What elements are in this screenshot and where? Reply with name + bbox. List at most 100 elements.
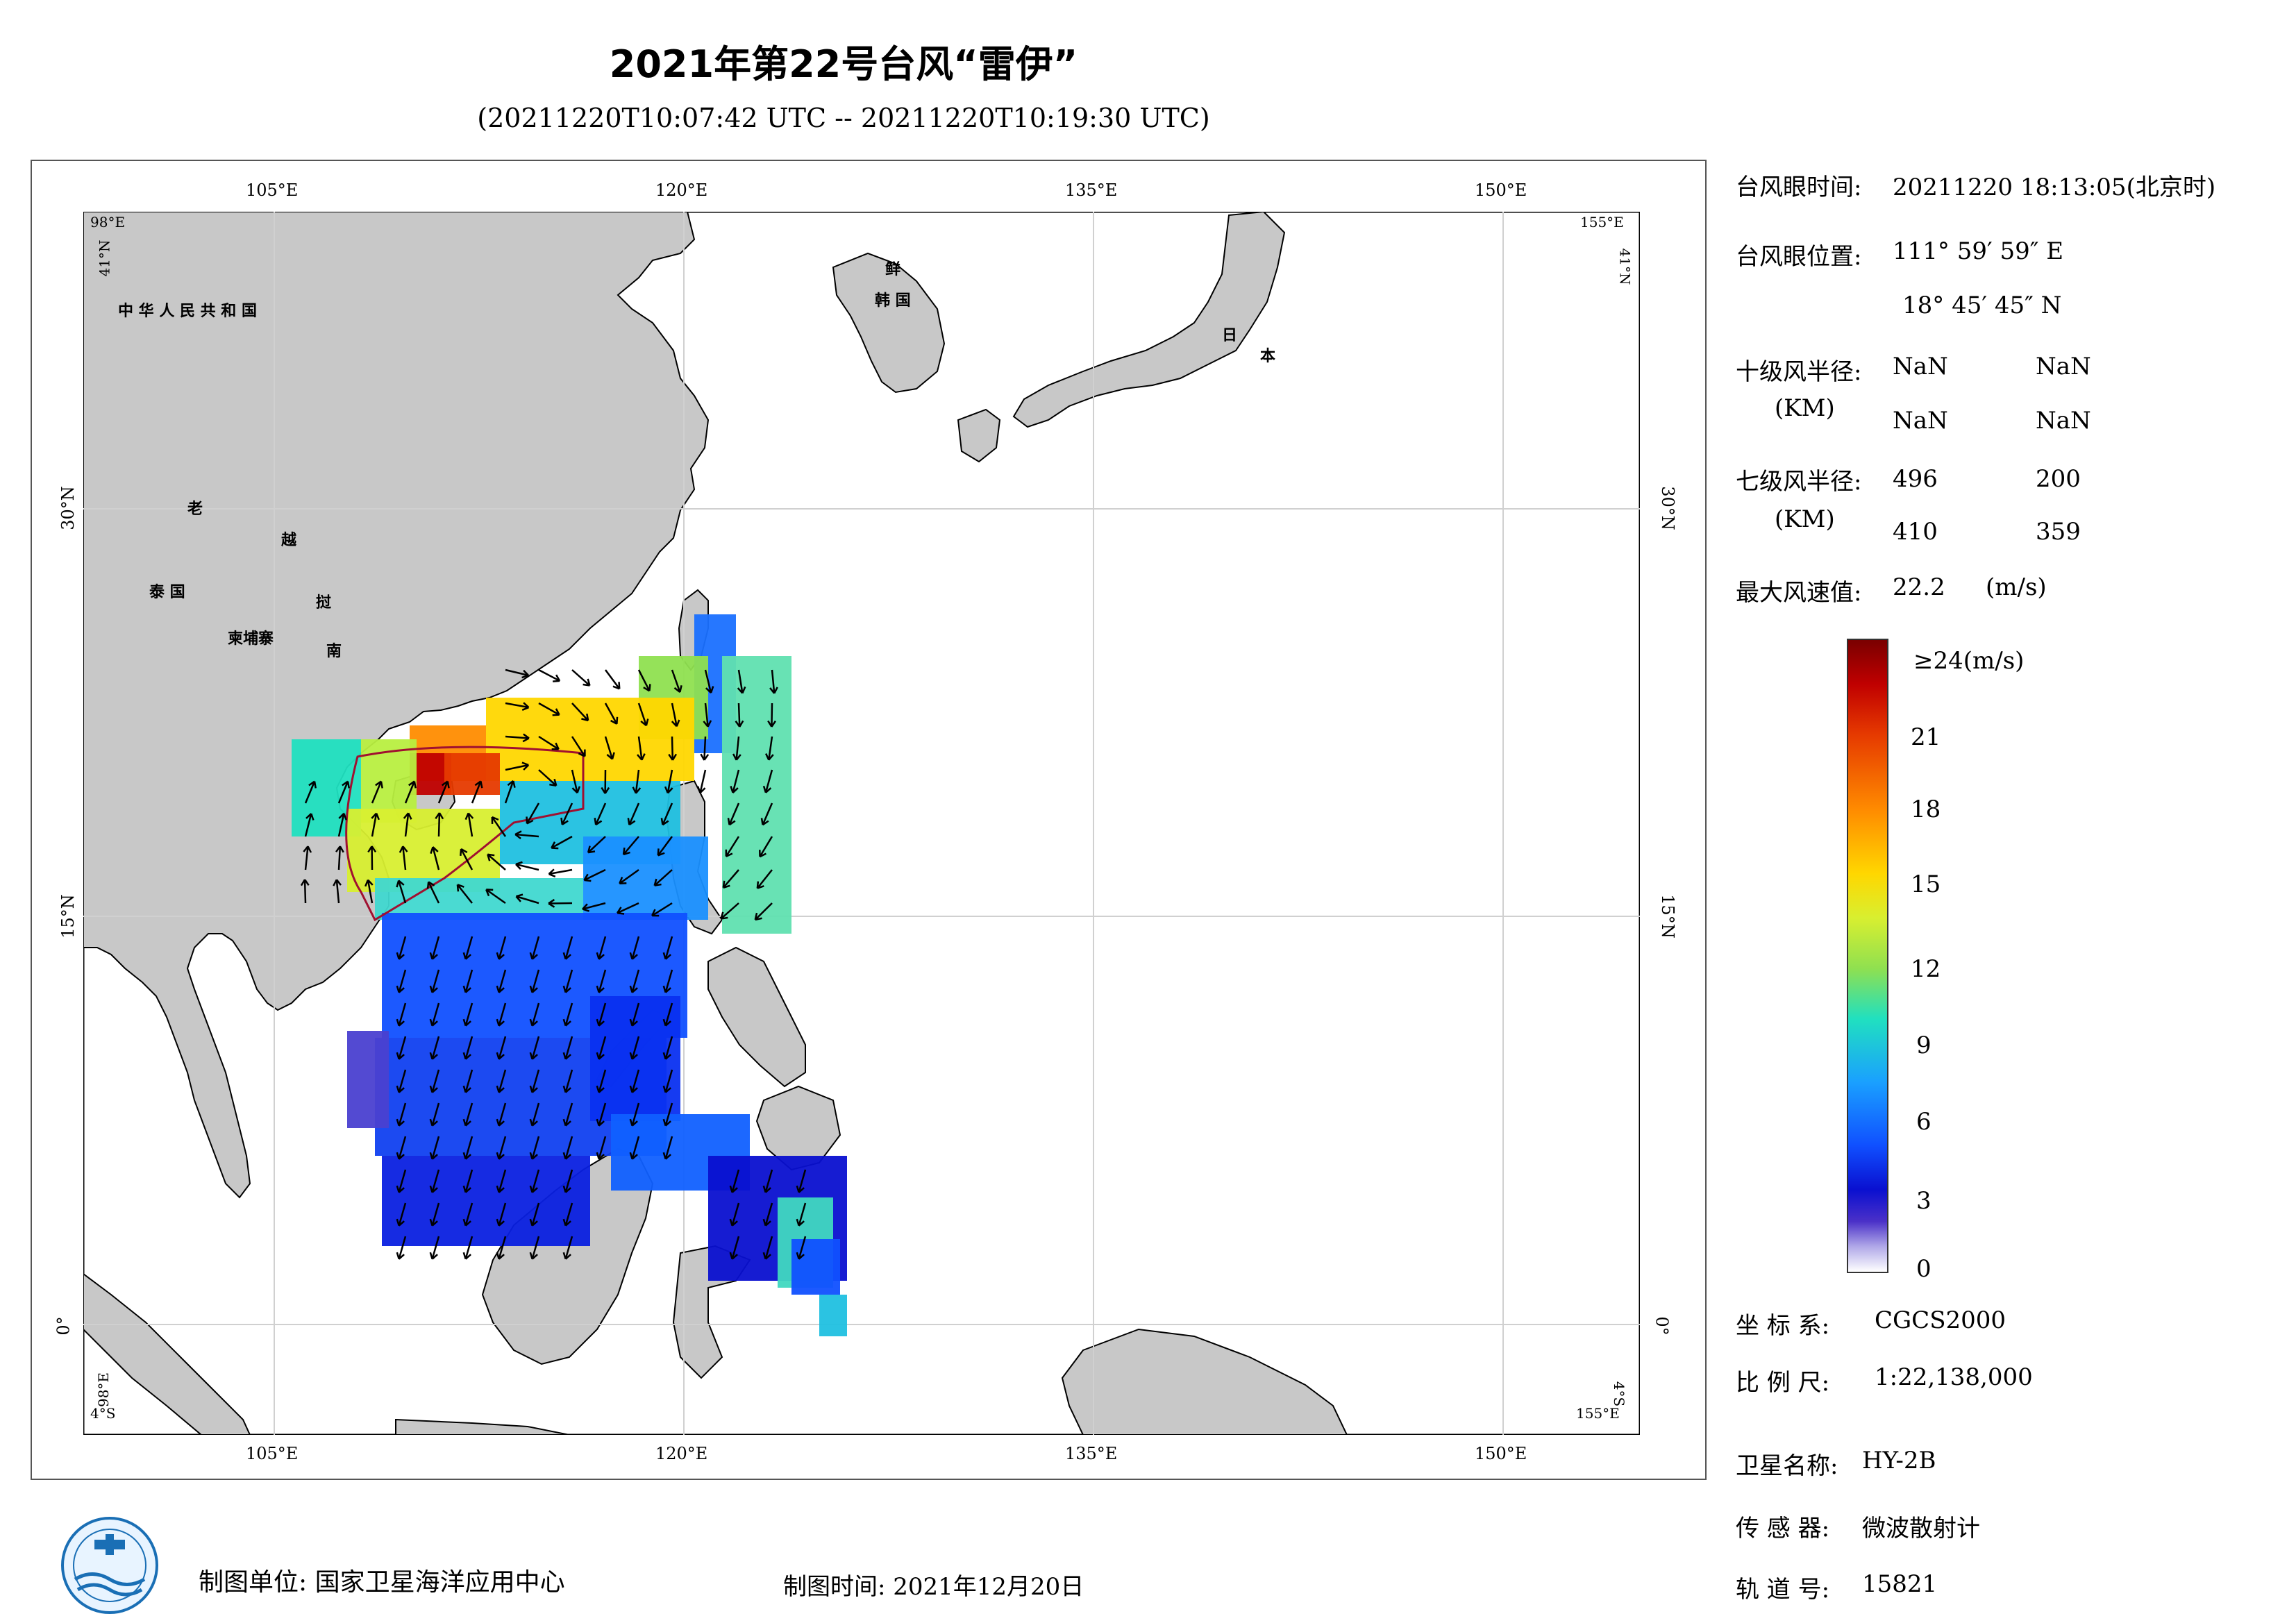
wind-arrow: [629, 1036, 640, 1060]
wind-arrow: [496, 936, 507, 960]
wind-arrow: [587, 836, 606, 854]
wind-arrow: [762, 1169, 773, 1193]
country-label: 挝: [316, 594, 332, 612]
wind-arrow: [529, 1002, 540, 1027]
wind-arrow: [571, 703, 589, 722]
wind-arrow: [758, 836, 773, 858]
corner-lon-label: 98°E: [90, 214, 126, 230]
wind-arrow: [729, 1202, 740, 1227]
wind-arrow: [429, 1036, 440, 1060]
wind-arrow: [571, 669, 591, 687]
eye-time-value: 20211220 18:13:05(北京时): [1893, 174, 2216, 201]
wind-arrow: [756, 869, 773, 889]
wind-arrow: [629, 1136, 640, 1160]
wind-arrow: [462, 1169, 474, 1193]
wind-arrow: [796, 1236, 807, 1260]
wind-arrow: [396, 1136, 407, 1160]
wind-arrow: [396, 1169, 407, 1193]
eye-pos-label: 台风眼位置:: [1736, 243, 1862, 271]
wind-arrow: [571, 736, 586, 757]
crs-value: CGCS2000: [1875, 1306, 2006, 1334]
wind-arrow: [657, 836, 673, 857]
max-wind-label: 最大风速值:: [1736, 579, 1862, 607]
max-wind-value: 22.2: [1893, 573, 1945, 601]
wind-arrow: [562, 1036, 573, 1060]
wind-arrow: [487, 853, 506, 871]
wind-arrow: [429, 1236, 440, 1260]
wind-arrow: [627, 802, 640, 826]
country-label: 南: [326, 643, 342, 660]
wind-arrow: [460, 848, 474, 871]
nsoas-logo-icon: [61, 1517, 158, 1614]
wind-arrow: [594, 802, 607, 826]
wind-field-cell: [486, 698, 694, 781]
wind-arrow: [767, 703, 776, 728]
wind-arrow: [496, 1136, 507, 1160]
orbit-value: 15821: [1862, 1570, 1938, 1598]
r7-value: 359: [2036, 518, 2081, 546]
wind-arrow: [560, 802, 573, 825]
sensor-label: 传 感 器:: [1736, 1515, 1830, 1542]
bottom-lon-label: 105°E: [246, 1444, 299, 1463]
left-lat-label: 30°N: [58, 486, 78, 530]
wind-arrow: [538, 735, 560, 750]
wind-arrow: [504, 780, 516, 804]
wind-arrow: [604, 669, 621, 690]
wind-arrow: [629, 969, 640, 993]
map-frame: [31, 160, 1707, 1480]
colorbar-label: 12: [1911, 955, 1941, 983]
wind-arrow: [303, 846, 312, 871]
wind-arrow: [496, 1169, 507, 1193]
colorbar-label: 3: [1916, 1187, 1932, 1215]
scale-value: 1:22,138,000: [1875, 1363, 2033, 1391]
corner-lon-label: 155°E: [1576, 1405, 1620, 1422]
wind-radius-outline: [345, 746, 585, 922]
wind-arrow: [337, 780, 350, 804]
colorbar-label: 0: [1916, 1255, 1932, 1283]
wind-arrow: [660, 802, 673, 826]
r10-value: NaN: [2036, 353, 2091, 380]
right-lat-label: 0°: [1652, 1316, 1672, 1336]
wind-arrow: [583, 868, 606, 882]
r10-value: NaN: [1893, 353, 1948, 380]
wind-arrow: [396, 1069, 407, 1093]
wind-arrow: [562, 1202, 573, 1227]
wind-field-cell: [819, 1295, 847, 1336]
wind-arrow: [515, 861, 539, 871]
wind-arrow: [426, 881, 440, 904]
wind-arrow: [762, 1202, 773, 1227]
wind-arrow: [429, 1202, 440, 1227]
right-lat-label: 30°N: [1657, 486, 1677, 530]
land-kyushu: [957, 408, 1001, 463]
wind-arrow: [668, 736, 678, 761]
wind-arrow: [765, 736, 774, 761]
r10-unit: (KM): [1775, 394, 1835, 422]
satellite-value: HY-2B: [1862, 1447, 1936, 1474]
wind-arrow: [505, 668, 529, 679]
wind-arrow: [462, 1069, 474, 1093]
wind-arrow: [696, 769, 707, 794]
wind-arrow: [653, 869, 673, 886]
eye-pos-lon: 111° 59′ 59″ E: [1893, 237, 2064, 265]
wind-arrow: [729, 1169, 740, 1193]
wind-arrow: [462, 969, 474, 993]
wind-speed-colorbar: [1847, 639, 1888, 1273]
wind-arrow: [619, 868, 639, 885]
wind-arrow: [529, 1136, 540, 1160]
wind-arrow: [396, 1002, 407, 1027]
wind-arrow: [596, 969, 607, 993]
wind-arrow: [700, 736, 710, 761]
wind-arrow: [727, 802, 740, 826]
producer-label: 制图单位: 国家卫星海洋应用中心: [199, 1568, 565, 1597]
wind-arrow: [538, 702, 560, 716]
left-lat-label: 0°: [53, 1316, 74, 1336]
wind-arrow: [762, 1236, 773, 1260]
wind-arrow: [735, 703, 744, 728]
wind-arrow: [582, 902, 606, 912]
country-label: 泰 国: [149, 584, 185, 601]
country-label: 中 华 人 民 共 和 国: [118, 302, 257, 320]
wind-arrow: [596, 1069, 607, 1093]
wind-arrow: [730, 769, 740, 793]
wind-arrow: [617, 902, 639, 915]
